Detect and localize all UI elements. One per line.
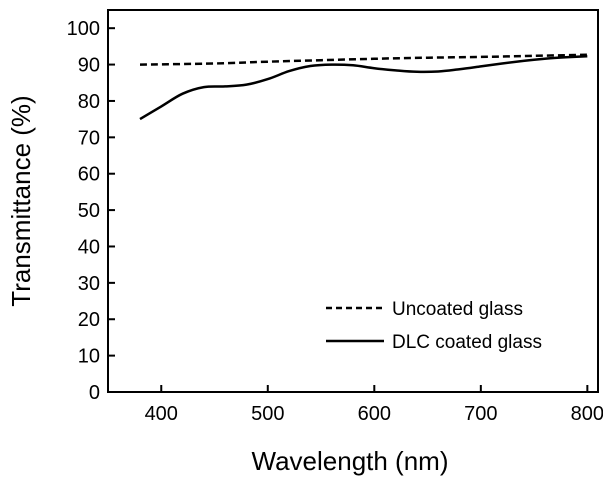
legend-label-dlc-coated-glass: DLC coated glass xyxy=(392,332,542,353)
legend: Uncoated glass DLC coated glass xyxy=(326,299,542,353)
y-tick-label: 70 xyxy=(78,127,100,149)
y-axis-title: Transmittance (%) xyxy=(6,95,36,306)
y-tick-label: 80 xyxy=(78,91,100,113)
series-layer xyxy=(139,53,588,121)
y-tick-label: 10 xyxy=(78,346,100,368)
x-tick-label: 600 xyxy=(358,403,391,425)
series-line-uncoated-glass xyxy=(139,53,588,66)
y-tick-label: 90 xyxy=(78,55,100,77)
x-axis-title: Wavelength (nm) xyxy=(252,446,449,476)
x-tick-label: 400 xyxy=(145,403,178,425)
y-tick-label: 20 xyxy=(78,309,100,331)
y-tick-label: 100 xyxy=(67,18,100,40)
y-tick-label: 30 xyxy=(78,273,100,295)
y-tick-label: 0 xyxy=(89,382,100,404)
x-axis: 400 500 600 700 800 xyxy=(145,385,603,425)
y-axis: 0 10 20 30 40 50 60 70 80 90 100 xyxy=(67,18,115,404)
y-tick-label: 40 xyxy=(78,236,100,258)
series-line-dlc-coated-glass xyxy=(139,54,588,121)
y-tick-label: 50 xyxy=(78,200,100,222)
x-tick-label: 500 xyxy=(251,403,284,425)
x-tick-label: 800 xyxy=(571,403,603,425)
y-tick-label: 60 xyxy=(78,164,100,186)
legend-label-uncoated-glass: Uncoated glass xyxy=(392,299,523,320)
plot-frame xyxy=(107,9,599,393)
x-tick-label: 700 xyxy=(464,403,497,425)
